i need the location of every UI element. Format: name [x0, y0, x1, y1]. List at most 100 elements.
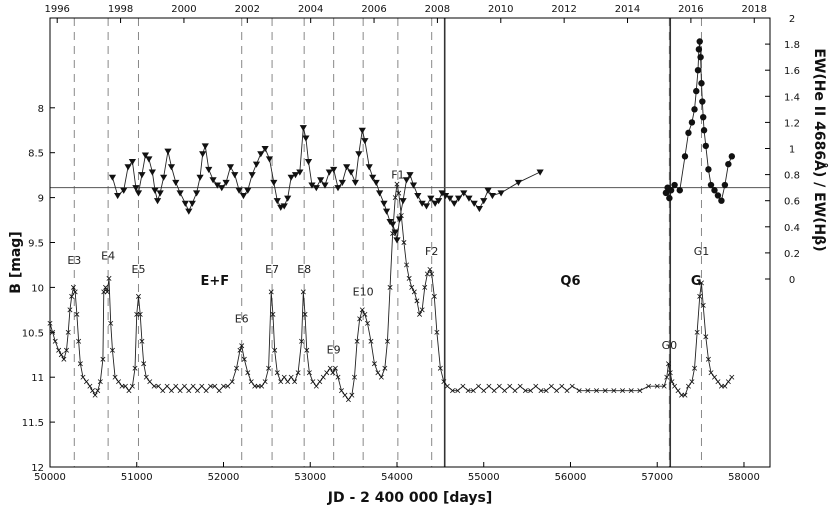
b-magnitude-point [338, 388, 344, 394]
ew-triangle-point [257, 151, 265, 158]
b-magnitude-point [109, 347, 115, 353]
ew-triangle-point [280, 203, 288, 210]
y-axis-title-right: EW(He II 4686Å) / EW(Hβ) [811, 48, 828, 251]
x-tick-label-50000: 50000 [34, 472, 66, 483]
ew-triangle-point [222, 179, 230, 187]
event-label-f1: F1 [391, 169, 404, 182]
ew-circle-point [705, 166, 712, 173]
b-magnitude-point [292, 379, 298, 385]
b-magnitude-point [441, 379, 447, 385]
b-magnitude-point [481, 388, 487, 394]
b-magnitude-point [274, 370, 280, 376]
b-magnitude-point [106, 275, 112, 281]
ew-triangle-point [270, 179, 278, 187]
left-tick-label-11.5: 11.5 [22, 418, 44, 429]
plot-frame [49, 17, 771, 468]
ew-triangle-point [351, 179, 359, 187]
b-magnitude-point [330, 370, 336, 376]
ew-triangle-point [338, 179, 346, 187]
ew-triangle-point [244, 187, 252, 194]
ew-triangle-point [343, 164, 351, 171]
left-tick-label-12: 12 [31, 463, 44, 474]
b-magnitude-point [725, 379, 731, 385]
ew-triangle-point [284, 195, 292, 202]
b-magnitude-point [100, 356, 106, 362]
ew-triangle-point [188, 200, 196, 207]
year-label-2012: 2012 [551, 4, 576, 15]
year-label-2006: 2006 [361, 4, 386, 15]
b-magnitude-point [470, 388, 476, 394]
left-tick-label-9.5: 9.5 [28, 239, 44, 250]
event-label-e3: E3 [67, 254, 81, 267]
ew-triangle-point [176, 190, 184, 197]
right-tick-label-0.2: 0.2 [784, 249, 800, 260]
year-label-2016: 2016 [678, 4, 703, 15]
b-magnitude-point [332, 365, 338, 371]
ew-triangle-point [438, 190, 446, 197]
b-magnitude-point [126, 388, 132, 394]
b-magnitude-point [56, 347, 62, 353]
ew-circle-point [707, 181, 715, 189]
ew-circle-point [700, 113, 707, 121]
right-tick-label-1.6: 1.6 [784, 66, 800, 77]
ew-triangle-point [226, 164, 235, 171]
b-magnitude-point [496, 383, 502, 389]
ew-triangle-point [389, 221, 397, 228]
ew-triangle-point [196, 174, 204, 181]
ew-triangle-point [480, 198, 488, 205]
b-magnitude-point [465, 388, 471, 394]
b-magnitude-point [237, 347, 243, 353]
b-magnitude-point [129, 383, 135, 389]
b-magnitude-point [65, 329, 71, 335]
b-magnitude-line [49, 184, 733, 401]
b-magnitude-point [300, 289, 306, 295]
b-magnitude-point [335, 374, 341, 380]
left-tick-label-8: 8 [38, 104, 44, 115]
b-magnitude-point [281, 374, 287, 380]
b-magnitude-point [431, 293, 437, 299]
event-label-e4: E4 [101, 249, 115, 262]
b-magnitude-point [168, 388, 174, 394]
b-magnitude-point [404, 262, 410, 268]
b-magnitude-point [245, 370, 251, 376]
ew-triangle-point [164, 148, 172, 155]
b-magnitude-point [654, 383, 660, 389]
b-magnitude-point [288, 374, 294, 380]
ew-triangle-point [325, 169, 333, 176]
year-label-2002: 2002 [235, 4, 260, 15]
ew-triangle-point [304, 159, 313, 166]
year-label-2004: 2004 [298, 4, 323, 15]
ew-triangle-point [132, 185, 140, 192]
ew-triangle-point [382, 208, 391, 215]
b-magnitude-point [417, 311, 423, 317]
b-magnitude-point [203, 388, 209, 394]
right-tick-label-0.6: 0.6 [784, 197, 800, 208]
b-magnitude-point [637, 388, 643, 394]
b-magnitude-point [362, 311, 368, 317]
ew-circle-point [676, 187, 683, 194]
left-tick-label-11: 11 [31, 373, 44, 384]
region-label-q6: Q6 [560, 274, 580, 289]
ew-triangle-point [431, 200, 439, 207]
ew-triangle-point [514, 179, 523, 187]
b-magnitude-point [533, 383, 539, 389]
ew-triangle-point [296, 169, 304, 176]
b-magnitude-point [92, 392, 98, 398]
ew-circle-point [698, 80, 705, 87]
b-magnitude-point [61, 356, 67, 362]
b-magnitude-point [112, 374, 118, 380]
b-magnitude-point [414, 298, 420, 304]
ew-triangle-point [308, 182, 316, 189]
ew-triangle-point [391, 229, 399, 236]
b-magnitude-point [698, 280, 704, 286]
b-magnitude-point [661, 383, 667, 389]
b-magnitude-point [80, 374, 86, 380]
ew-triangle-point [239, 192, 248, 200]
year-label-2000: 2000 [171, 4, 196, 15]
year-label-2010: 2010 [488, 4, 513, 15]
b-magnitude-point [306, 370, 312, 376]
b-magnitude-point [507, 383, 513, 389]
b-magnitude-point [63, 347, 69, 353]
ew-triangle-point [446, 195, 454, 202]
x-axis-title: JD - 2 400 000 [days] [327, 490, 493, 506]
